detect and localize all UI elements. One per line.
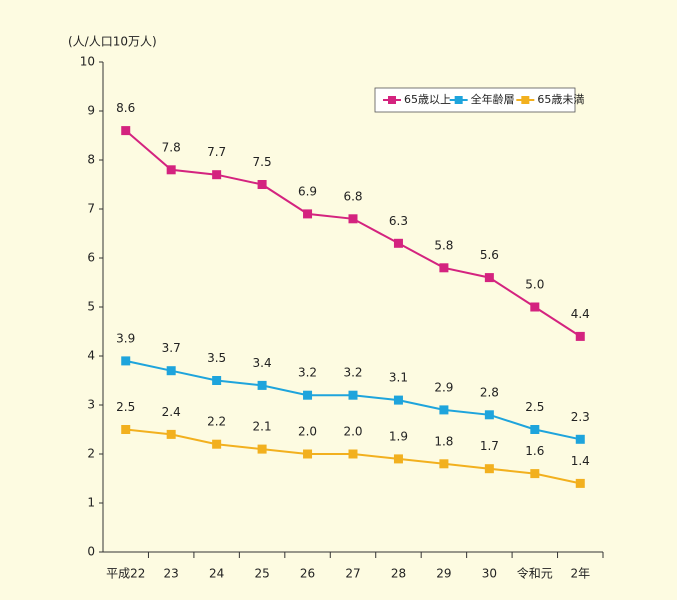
x-tick-label: 25 <box>254 567 269 581</box>
x-tick-label: 27 <box>345 567 360 581</box>
data-label: 1.9 <box>389 429 408 443</box>
marker <box>303 209 313 219</box>
data-label: 2.4 <box>162 405 181 419</box>
data-label: 3.4 <box>253 356 272 370</box>
legend-marker <box>454 96 463 104</box>
legend-box <box>374 87 576 113</box>
marker <box>530 469 540 479</box>
y-tick-label: 6 <box>87 251 95 265</box>
y-tick-label: 7 <box>87 202 95 216</box>
data-label: 7.8 <box>162 140 181 154</box>
data-label: 2.8 <box>480 385 499 399</box>
marker <box>348 449 358 459</box>
x-tick-label: 28 <box>391 567 406 581</box>
data-label: 4.4 <box>571 307 590 321</box>
data-label: 3.9 <box>116 331 135 345</box>
data-label: 5.0 <box>525 278 544 292</box>
marker <box>166 429 176 439</box>
x-tick-label: 令和元 <box>517 566 553 581</box>
y-tick-label: 3 <box>87 398 95 412</box>
y-tick-label: 9 <box>87 104 95 118</box>
marker <box>530 425 540 434</box>
marker <box>257 380 267 390</box>
legend-marker <box>388 96 396 104</box>
data-label: 3.5 <box>207 351 226 365</box>
marker <box>439 263 449 273</box>
data-label: 3.2 <box>298 366 317 380</box>
x-tick-label: 平成22 <box>106 567 145 581</box>
x-tick-label: 24 <box>209 567 224 581</box>
data-label: 3.1 <box>389 371 408 385</box>
data-label: 2.0 <box>298 425 317 439</box>
data-label: 5.8 <box>434 238 453 252</box>
marker <box>212 376 222 385</box>
marker <box>121 425 131 434</box>
legend-label: 65歳以上 <box>404 93 451 106</box>
data-label: 1.8 <box>434 434 453 448</box>
marker <box>484 410 494 420</box>
x-tick-label: 30 <box>482 567 497 581</box>
y-tick-label: 5 <box>87 300 95 314</box>
data-label: 2.9 <box>434 380 453 394</box>
marker <box>212 439 222 449</box>
legend-label: 65歳未満 <box>537 93 584 106</box>
data-label: 3.7 <box>162 341 181 355</box>
legend-marker <box>521 96 530 104</box>
marker <box>348 390 358 400</box>
data-label: 1.7 <box>480 439 499 453</box>
x-tick-label: 23 <box>164 567 179 581</box>
x-tick-label: 26 <box>300 567 315 581</box>
y-axis-label: (人/人口10万人) <box>68 35 157 49</box>
marker <box>257 444 267 454</box>
y-tick-label: 2 <box>87 447 95 461</box>
marker <box>575 478 585 488</box>
marker <box>303 390 313 400</box>
data-label: 1.4 <box>571 454 590 468</box>
data-label: 2.5 <box>116 400 135 414</box>
marker <box>484 464 494 474</box>
marker <box>121 126 131 136</box>
marker <box>348 214 358 224</box>
data-label: 6.3 <box>389 214 408 228</box>
data-label: 2.1 <box>253 420 272 434</box>
data-label: 2.2 <box>207 415 226 429</box>
marker <box>575 331 585 341</box>
marker <box>166 165 176 175</box>
marker <box>530 302 540 312</box>
data-label: 3.2 <box>343 366 362 380</box>
marker <box>212 170 222 180</box>
data-label: 2.3 <box>571 410 590 424</box>
marker <box>439 459 449 469</box>
y-tick-label: 4 <box>87 349 95 363</box>
marker <box>257 180 267 189</box>
y-tick-label: 0 <box>87 545 95 559</box>
legend-label: 全年齢層 <box>471 92 515 106</box>
x-tick-label: 2年 <box>570 567 590 581</box>
marker <box>575 434 585 444</box>
marker <box>393 238 403 248</box>
data-label: 1.6 <box>525 444 544 458</box>
data-label: 2.5 <box>525 400 544 414</box>
data-label: 6.8 <box>343 189 362 203</box>
data-label: 2.0 <box>343 425 362 439</box>
marker <box>166 366 176 376</box>
marker <box>393 395 403 405</box>
marker <box>439 405 449 415</box>
marker <box>484 273 494 283</box>
data-label: 7.5 <box>253 155 272 169</box>
data-label: 8.6 <box>116 101 135 115</box>
y-tick-label: 10 <box>80 55 95 69</box>
y-tick-label: 8 <box>87 153 95 167</box>
data-label: 6.9 <box>298 184 317 198</box>
marker <box>393 454 403 464</box>
data-label: 5.6 <box>480 248 499 262</box>
data-label: 7.7 <box>207 145 226 159</box>
y-tick-label: 1 <box>87 496 95 510</box>
x-tick-label: 29 <box>436 567 451 581</box>
marker <box>121 356 131 366</box>
marker <box>303 449 313 459</box>
